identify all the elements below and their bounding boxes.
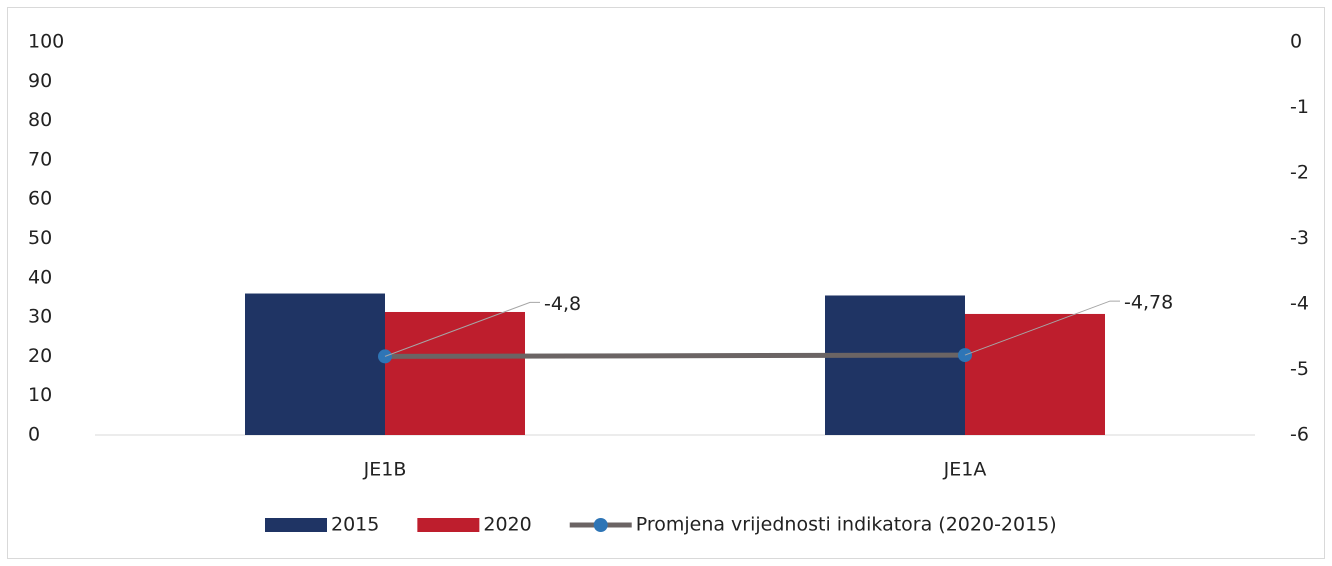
legend-marker (593, 518, 608, 532)
legend-label: Promjena vrijednosti indikatora (2020-20… (636, 514, 1057, 536)
y-tick-label: 90 (28, 70, 52, 92)
y2-tick-label: -1 (1290, 96, 1309, 118)
y2-tick-label: -4 (1290, 293, 1309, 315)
y-tick-label: 70 (28, 148, 52, 170)
y-tick-label: 0 (28, 424, 40, 446)
y-tick-label: 100 (28, 31, 64, 53)
y2-tick-label: -2 (1290, 162, 1309, 184)
data-label: -4,8 (544, 293, 581, 315)
y2-tick-label: -3 (1290, 227, 1309, 249)
legend-swatch (265, 518, 327, 532)
line (384, 352, 966, 359)
bar (245, 293, 385, 435)
y-tick-label: 80 (28, 109, 52, 131)
x-tick-label: JE1A (943, 459, 987, 481)
y2-tick-label: -5 (1290, 358, 1309, 380)
bar (825, 295, 965, 435)
bar (965, 313, 1105, 435)
legend-label: 2020 (483, 514, 531, 536)
y-tick-label: 60 (28, 188, 52, 210)
y-tick-label: 20 (28, 345, 52, 367)
legend-label: 2015 (331, 514, 379, 536)
y-tick-label: 40 (28, 266, 52, 288)
bar (385, 311, 525, 435)
y2-tick-label: -6 (1290, 424, 1309, 446)
x-tick-label: JE1B (363, 459, 407, 481)
y-tick-label: 50 (28, 227, 52, 249)
y2-tick-label: 0 (1290, 31, 1302, 53)
chart-border (7, 7, 1325, 559)
legend-swatch (417, 518, 480, 532)
y-tick-label: 10 (28, 384, 52, 406)
data-label: -4,78 (1124, 292, 1173, 314)
leader-line (964, 300, 1120, 356)
leader-line (384, 301, 540, 357)
y-tick-label: 30 (28, 306, 52, 328)
